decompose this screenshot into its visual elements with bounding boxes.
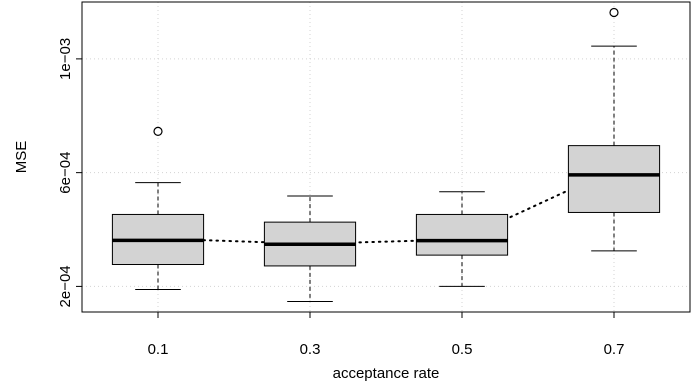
grid [82, 2, 690, 312]
y-axis-label: MSE [13, 141, 30, 174]
y-tick-label: 6e−04 [57, 152, 74, 194]
x-tick-label: 0.7 [604, 341, 625, 358]
box-0.3 [263, 195, 357, 302]
x-tick-label: 0.1 [148, 341, 169, 358]
box-0.1 [111, 126, 205, 291]
mean-trend-line [157, 168, 615, 245]
mean-line [157, 168, 615, 245]
x-tick-label: 0.5 [452, 341, 473, 358]
x-tick-label: 0.3 [300, 341, 321, 358]
box-0.7 [567, 7, 661, 252]
y-tick-label: 1e−03 [57, 38, 74, 80]
box-iqr [567, 145, 661, 213]
boxes [111, 7, 661, 302]
outlier-point [609, 7, 619, 18]
outlier-point [153, 126, 163, 137]
y-tick-label: 2e−04 [57, 265, 74, 307]
x-axis: 0.1 0.3 0.5 0.7 [148, 312, 625, 358]
box-0.5 [415, 191, 509, 287]
box-iqr [415, 213, 509, 256]
plot-frame [81, 1, 691, 313]
x-axis-label: acceptance rate [333, 365, 440, 382]
y-axis: 2e−04 6e−04 1e−03 [57, 38, 82, 307]
